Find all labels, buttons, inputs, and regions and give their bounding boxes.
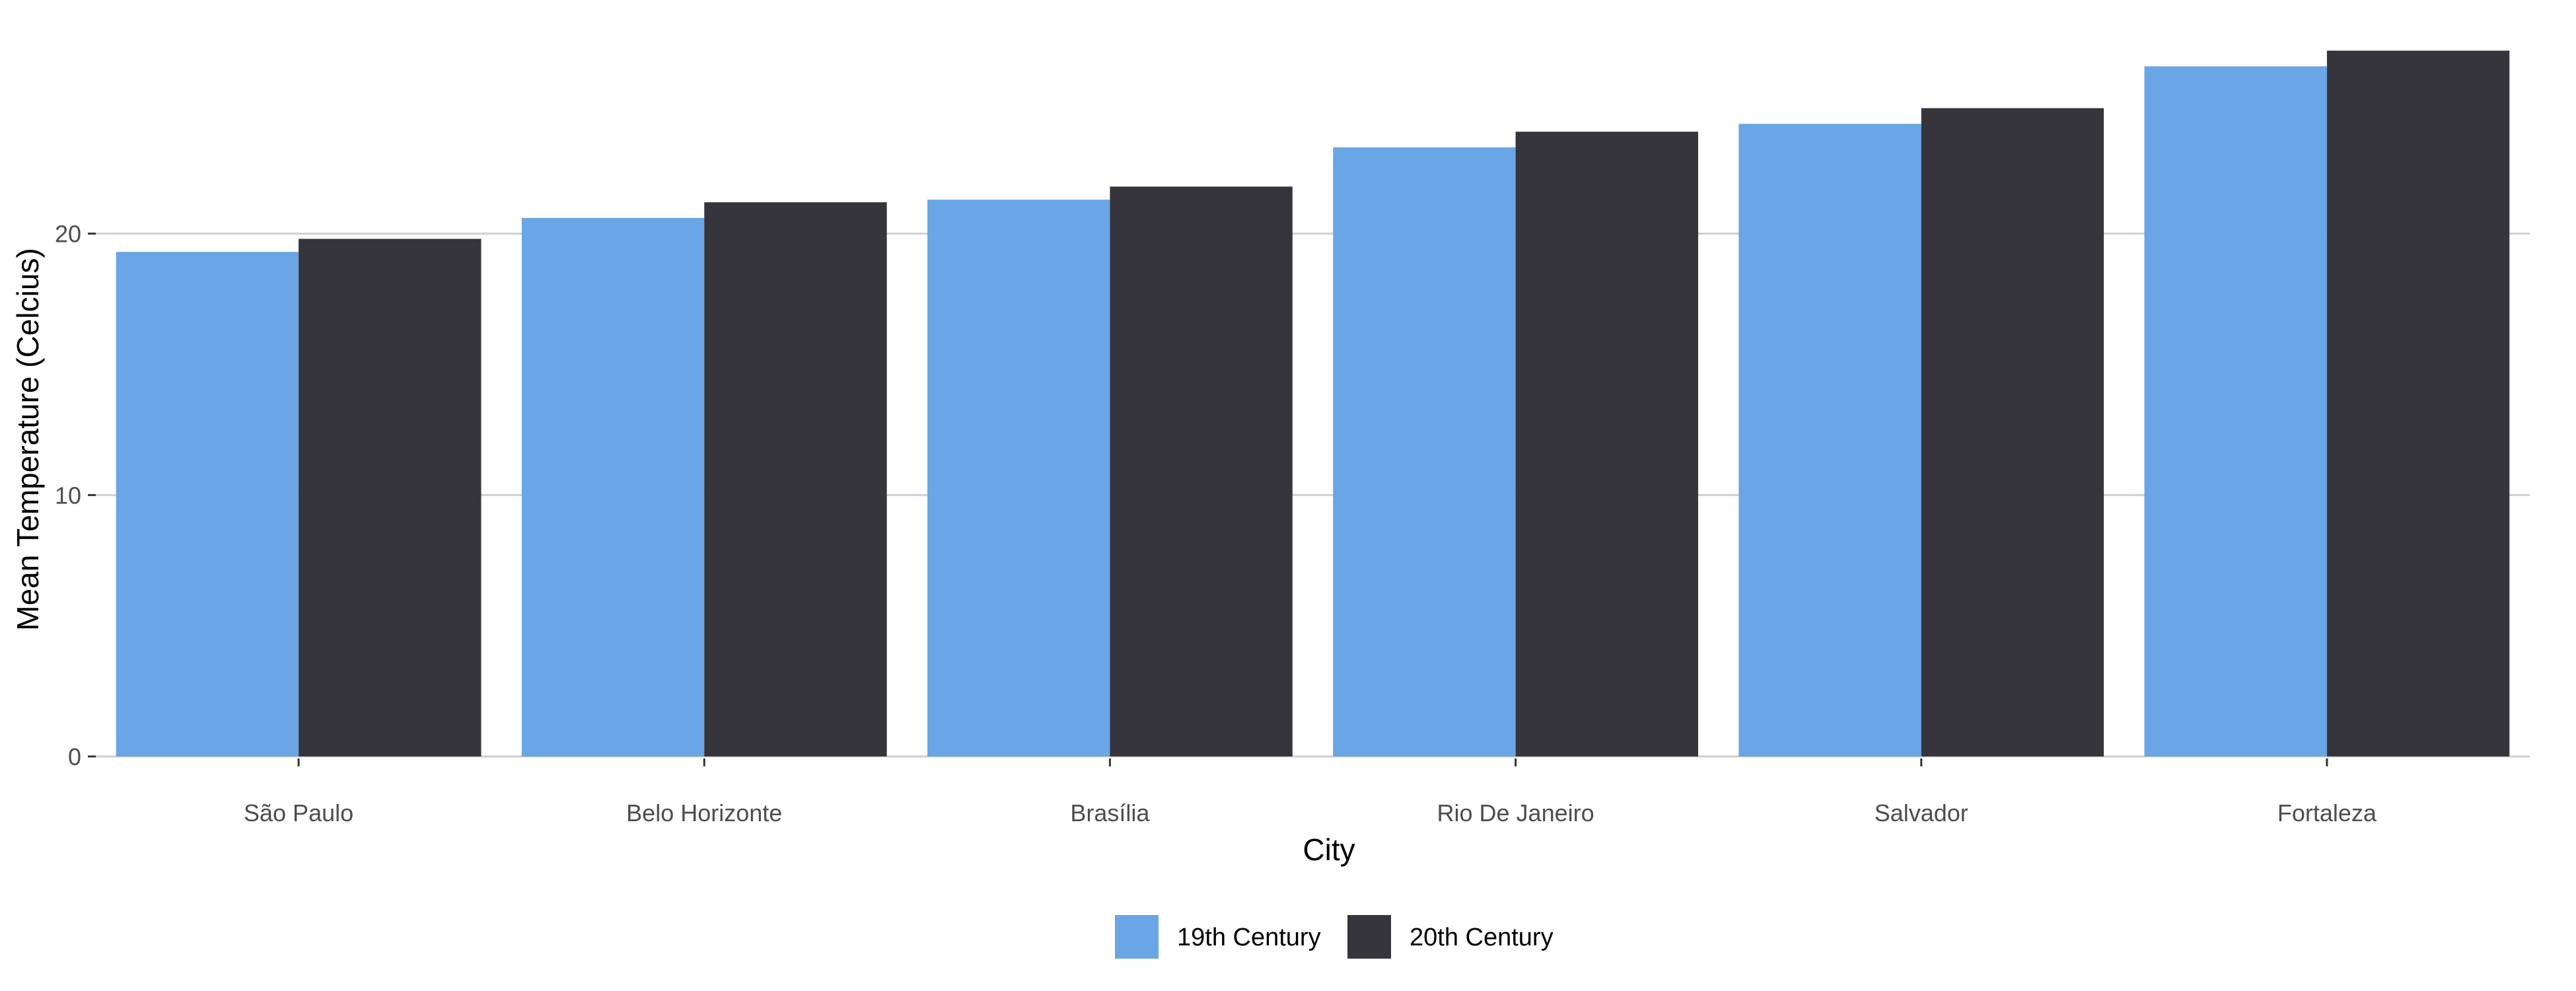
y-axis: 0 10 20 [55,221,96,770]
legend-key [1347,915,1391,959]
x-tick-label: Rio De Janeiro [1437,799,1594,826]
bar-20th-century [1515,131,1698,757]
y-axis-title: Mean Temperature (Celcius) [11,248,45,631]
y-tick-label: 10 [55,482,81,509]
x-tick-label: Fortaleza [2277,799,2377,826]
x-axis: São Paulo Belo Horizonte Brasília Rio De Ja… [244,758,2377,826]
gridlines [96,233,2530,758]
bar-20th-century [2326,50,2510,757]
bar-19th-century [927,200,1110,757]
bar-19th-century [116,252,299,756]
bar-20th-century [1921,108,2104,757]
legend-key [1115,915,1159,959]
legend: 19th Century 20th Century [1115,915,1554,959]
x-tick-label: Belo Horizonte [626,799,782,826]
x-axis-title: City [1303,832,1355,867]
bar-19th-century [1333,147,1516,756]
bar-19th-century [521,217,705,756]
legend-label: 19th Century [1177,924,1321,951]
bar-20th-century [1110,186,1293,757]
bars [116,50,2510,757]
legend-label: 20th Century [1410,924,1554,951]
bar-19th-century [2144,66,2327,757]
y-tick-label: 0 [68,743,81,770]
y-tick-label: 20 [55,221,81,248]
bar-20th-century [299,239,482,756]
x-tick-label: São Paulo [244,799,353,826]
x-tick-label: Salvador [1875,799,1968,826]
bar-19th-century [1738,124,1921,756]
bar-20th-century [704,202,887,756]
x-tick-label: Brasília [1070,799,1150,826]
